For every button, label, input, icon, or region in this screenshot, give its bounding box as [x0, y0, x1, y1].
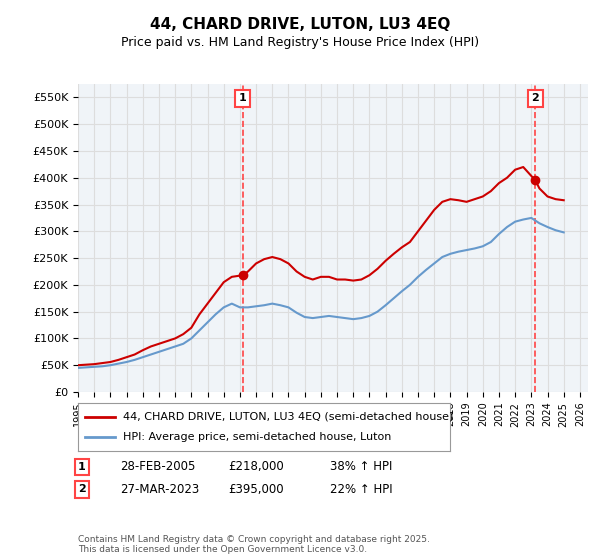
Text: 38% ↑ HPI: 38% ↑ HPI	[330, 460, 392, 473]
Text: 22% ↑ HPI: 22% ↑ HPI	[330, 483, 392, 496]
Text: 27-MAR-2023: 27-MAR-2023	[120, 483, 199, 496]
Text: 28-FEB-2005: 28-FEB-2005	[120, 460, 196, 473]
Text: 1: 1	[78, 462, 86, 472]
Text: £395,000: £395,000	[228, 483, 284, 496]
Text: £218,000: £218,000	[228, 460, 284, 473]
Text: Contains HM Land Registry data © Crown copyright and database right 2025.
This d: Contains HM Land Registry data © Crown c…	[78, 535, 430, 554]
Text: HPI: Average price, semi-detached house, Luton: HPI: Average price, semi-detached house,…	[122, 432, 391, 442]
Text: 1: 1	[239, 93, 247, 103]
Text: 2: 2	[532, 93, 539, 103]
Text: 2: 2	[78, 484, 86, 494]
Text: 44, CHARD DRIVE, LUTON, LU3 4EQ (semi-detached house): 44, CHARD DRIVE, LUTON, LU3 4EQ (semi-de…	[122, 412, 453, 422]
Text: 44, CHARD DRIVE, LUTON, LU3 4EQ: 44, CHARD DRIVE, LUTON, LU3 4EQ	[150, 17, 450, 32]
Text: Price paid vs. HM Land Registry's House Price Index (HPI): Price paid vs. HM Land Registry's House …	[121, 36, 479, 49]
